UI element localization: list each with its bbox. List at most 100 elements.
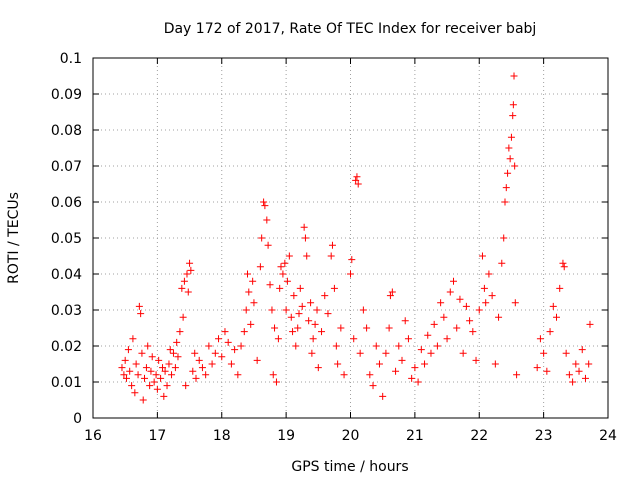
data-point (192, 374, 200, 382)
y-tick-label: 0.06 (51, 195, 82, 211)
data-point (294, 324, 302, 332)
data-point (287, 313, 295, 321)
data-point (509, 101, 517, 109)
data-point (224, 338, 232, 346)
data-point (215, 335, 223, 343)
data-point (179, 313, 187, 321)
data-point (318, 328, 326, 336)
data-point (500, 234, 508, 242)
y-tick-label: 0.05 (51, 231, 82, 247)
data-point (276, 284, 284, 292)
data-point (261, 202, 269, 210)
data-point (482, 299, 490, 307)
data-point (160, 392, 168, 400)
data-point (184, 288, 192, 296)
data-point (147, 367, 155, 375)
data-point (152, 371, 160, 379)
data-point (129, 335, 137, 343)
data-point (478, 252, 486, 260)
data-point (157, 374, 165, 382)
data-point (511, 162, 519, 170)
x-tick-label: 21 (406, 428, 424, 444)
x-tick-label: 24 (599, 428, 617, 444)
data-point (313, 306, 321, 314)
data-point (382, 349, 390, 357)
data-point (244, 270, 251, 278)
data-point (144, 342, 152, 350)
data-point (191, 349, 199, 357)
x-tick-label: 20 (342, 428, 360, 444)
data-point (395, 342, 403, 350)
data-point (178, 284, 186, 292)
data-point (292, 342, 300, 350)
y-tick-label: 0.01 (51, 375, 82, 391)
data-point (303, 252, 311, 260)
data-point (173, 338, 181, 346)
x-tick-label: 19 (277, 428, 295, 444)
data-point (266, 281, 274, 289)
data-point (240, 328, 248, 336)
data-point (309, 335, 317, 343)
data-point (562, 349, 570, 357)
data-point (122, 374, 130, 382)
data-point (258, 234, 266, 242)
data-point (440, 313, 448, 321)
data-point (379, 392, 387, 400)
data-point (375, 360, 383, 368)
data-point (586, 320, 594, 328)
data-point (485, 270, 493, 278)
data-point (488, 292, 496, 300)
data-point (208, 360, 216, 368)
data-point (366, 371, 374, 379)
data-point (334, 360, 342, 368)
data-point (495, 313, 503, 321)
data-point (121, 356, 129, 364)
data-point (543, 367, 551, 375)
data-point (277, 263, 285, 271)
data-point (242, 306, 250, 314)
data-point (311, 320, 319, 328)
data-point (253, 356, 261, 364)
data-point (437, 299, 445, 307)
data-point (459, 349, 467, 357)
data-point (118, 364, 126, 372)
data-point (388, 288, 396, 296)
data-point (560, 263, 568, 271)
data-point (134, 371, 142, 379)
grid-lines (93, 58, 608, 418)
data-point (533, 364, 541, 372)
data-point (282, 306, 290, 314)
y-tick-label: 0.09 (51, 87, 82, 103)
data-point (142, 364, 150, 372)
data-point (159, 364, 167, 372)
data-point (433, 342, 441, 350)
data-point (546, 328, 554, 336)
x-tick-label: 22 (470, 428, 488, 444)
data-point (324, 310, 332, 318)
data-point (180, 277, 188, 285)
data-point (231, 346, 239, 354)
data-point (472, 356, 480, 364)
data-point (556, 284, 564, 292)
data-point (462, 302, 470, 310)
data-point (411, 364, 419, 372)
data-point (289, 328, 297, 336)
x-tick-label: 18 (213, 428, 231, 444)
data-point (187, 266, 195, 274)
data-point (182, 382, 190, 390)
data-point (453, 324, 461, 332)
data-point (446, 288, 454, 296)
data-point (359, 306, 367, 314)
data-point (155, 356, 163, 364)
data-point (298, 302, 306, 310)
data-point (221, 328, 229, 336)
data-point (308, 349, 316, 357)
data-point (139, 396, 147, 404)
data-point (498, 259, 506, 267)
y-tick-label: 0.07 (51, 159, 82, 175)
data-point (347, 270, 354, 278)
data-point (321, 292, 329, 300)
data-point (183, 270, 191, 278)
data-point (301, 234, 309, 242)
